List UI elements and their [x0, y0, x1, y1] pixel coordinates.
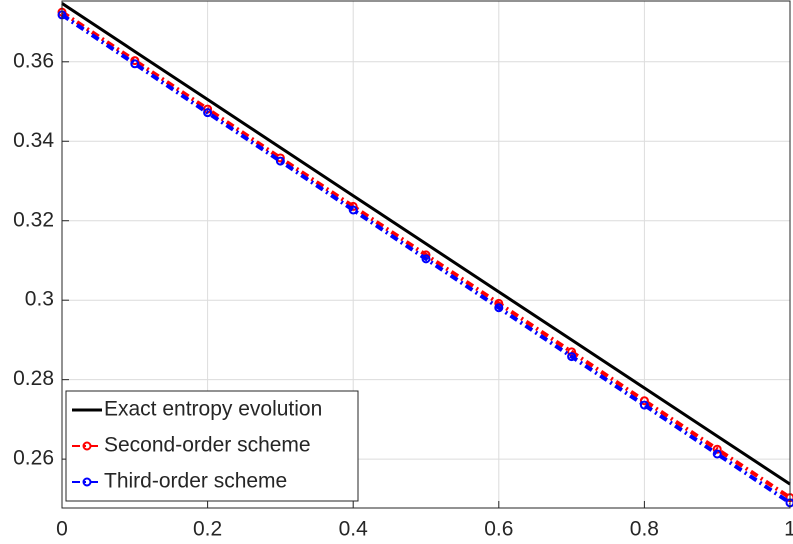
marker [348, 205, 358, 215]
x-tick-label: 1 [784, 518, 793, 541]
y-tick-label: 0.28 [13, 367, 54, 390]
legend-label: Second-order scheme [104, 434, 311, 457]
legend-marker [82, 441, 92, 451]
x-tick-label: 0.6 [484, 518, 513, 541]
y-tick-label: 0.34 [13, 129, 54, 152]
legend-box [65, 390, 359, 502]
x-tick-label: 0.2 [193, 518, 222, 541]
series-line [61, 2, 791, 486]
legend-marker [82, 477, 92, 487]
x-tick-label: 0 [56, 518, 68, 541]
legend-label: Exact entropy evolution [104, 398, 322, 421]
marker [712, 444, 722, 454]
marker [421, 254, 431, 264]
marker [203, 108, 213, 118]
marker [567, 352, 577, 362]
marker [130, 56, 140, 66]
legend-label: Third-order scheme [104, 470, 287, 493]
marker [712, 449, 722, 459]
y-tick-label: 0.36 [13, 49, 54, 72]
marker [639, 400, 649, 410]
x-tick-label: 0.4 [339, 518, 369, 541]
x-tick-label: 0.8 [630, 518, 659, 541]
y-tick-label: 0.26 [13, 447, 54, 470]
marker [494, 303, 504, 313]
marker [639, 396, 649, 406]
series-line [60, 13, 792, 505]
marker [130, 59, 140, 69]
y-tick-label: 0.32 [13, 208, 54, 231]
axes-frame [61, 0, 791, 509]
y-tick-label: 0.3 [25, 288, 54, 311]
marker [275, 156, 285, 166]
